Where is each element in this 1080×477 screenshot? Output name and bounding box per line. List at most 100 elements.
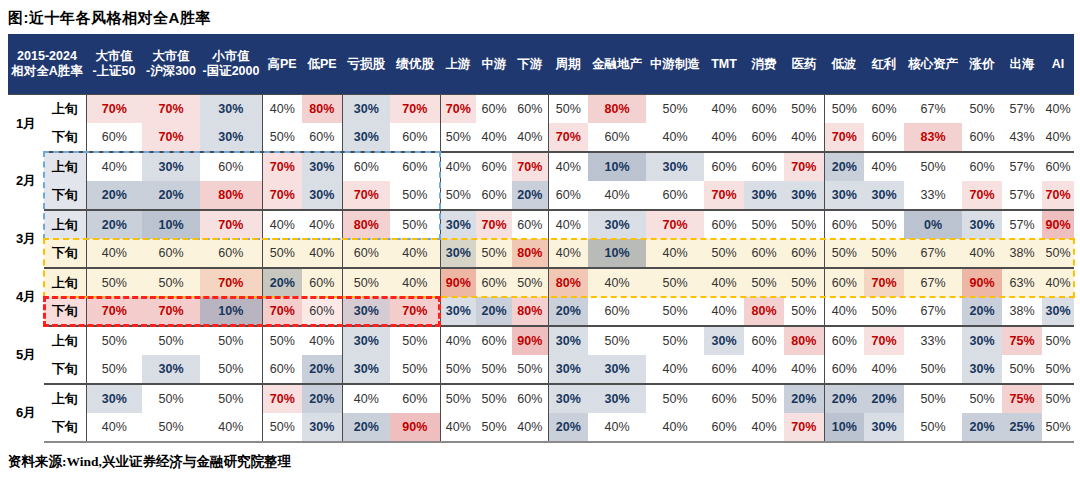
winrate-cell: 60%: [704, 152, 744, 181]
winrate-cell: 90%: [1042, 210, 1074, 239]
winrate-cell: 40%: [390, 239, 440, 268]
winrate-cell: 40%: [86, 152, 142, 181]
winrate-cell: 50%: [1002, 355, 1042, 384]
column-header: 红利: [864, 34, 904, 95]
winrate-cell: 60%: [390, 123, 440, 152]
winrate-cell: 70%: [440, 95, 476, 124]
winrate-cell: 10%: [142, 210, 200, 239]
column-header: 医药: [784, 34, 824, 95]
winrate-cell: 70%: [342, 181, 390, 210]
winrate-cell: 60%: [588, 297, 646, 326]
winrate-cell: 50%: [142, 268, 200, 297]
column-header: 出海: [1002, 34, 1042, 95]
winrate-cell: 40%: [262, 210, 302, 239]
winrate-cell: 50%: [142, 384, 200, 413]
winrate-cell: 40%: [262, 95, 302, 124]
winrate-cell: 40%: [864, 152, 904, 181]
winrate-cell: 50%: [548, 95, 588, 124]
winrate-cell: 67%: [904, 95, 962, 124]
column-header: 上游: [440, 34, 476, 95]
winrate-cell: 60%: [744, 152, 784, 181]
winrate-cell: 60%: [824, 210, 864, 239]
winrate-table: 2015-2024 相对全A胜率大市值 -上证50大市值 -沪深300小市值 -…: [8, 34, 1074, 443]
winrate-cell: 60%: [744, 326, 784, 355]
winrate-cell: 40%: [704, 297, 744, 326]
winrate-cell: 30%: [744, 181, 784, 210]
winrate-cell: 30%: [440, 239, 476, 268]
period-label: 下旬: [44, 181, 86, 210]
winrate-cell: 43%: [1002, 123, 1042, 152]
winrate-cell: 60%: [704, 384, 744, 413]
winrate-cell: 50%: [142, 326, 200, 355]
winrate-cell: 50%: [476, 355, 512, 384]
table-body: 1月上旬70%70%30%40%80%30%70%70%60%60%50%80%…: [8, 95, 1074, 443]
winrate-cell: 40%: [646, 355, 704, 384]
column-header: 中游: [476, 34, 512, 95]
winrate-cell: 40%: [1042, 95, 1074, 124]
figure-title: 图:近十年各风格相对全A胜率: [0, 0, 1080, 34]
winrate-cell: 70%: [784, 152, 824, 181]
winrate-cell: 40%: [390, 268, 440, 297]
winrate-cell: 40%: [512, 123, 548, 152]
winrate-cell: 70%: [1042, 181, 1074, 210]
winrate-cell: 30%: [342, 95, 390, 124]
winrate-cell: 50%: [86, 326, 142, 355]
winrate-cell: 70%: [390, 297, 440, 326]
winrate-cell: 50%: [588, 326, 646, 355]
winrate-cell: 30%: [200, 95, 262, 124]
winrate-cell: 80%: [548, 268, 588, 297]
winrate-cell: 40%: [86, 239, 142, 268]
column-header: 亏损股: [342, 34, 390, 95]
winrate-cell: 50%: [200, 384, 262, 413]
period-label: 上旬: [44, 95, 86, 124]
winrate-cell: 40%: [1042, 123, 1074, 152]
winrate-cell: 83%: [904, 123, 962, 152]
winrate-cell: 30%: [548, 355, 588, 384]
winrate-cell: 67%: [904, 239, 962, 268]
winrate-cell: 50%: [904, 355, 962, 384]
winrate-cell: 20%: [864, 384, 904, 413]
winrate-cell: 50%: [744, 210, 784, 239]
winrate-cell: 50%: [342, 268, 390, 297]
winrate-cell: 60%: [302, 268, 342, 297]
winrate-cell: 50%: [784, 297, 824, 326]
winrate-cell: 50%: [904, 413, 962, 442]
winrate-cell: 20%: [476, 297, 512, 326]
winrate-cell: 60%: [302, 123, 342, 152]
winrate-cell: 30%: [962, 210, 1002, 239]
period-label: 下旬: [44, 413, 86, 442]
winrate-cell: 40%: [1042, 268, 1074, 297]
winrate-cell: 57%: [1002, 152, 1042, 181]
winrate-cell: 50%: [864, 297, 904, 326]
winrate-cell: 30%: [142, 355, 200, 384]
winrate-cell: 40%: [302, 210, 342, 239]
winrate-cell: 60%: [302, 297, 342, 326]
winrate-cell: 40%: [646, 123, 704, 152]
winrate-cell: 70%: [704, 181, 744, 210]
period-label: 上旬: [44, 268, 86, 297]
winrate-cell: 80%: [342, 210, 390, 239]
winrate-cell: 60%: [962, 123, 1002, 152]
winrate-cell: 50%: [904, 152, 962, 181]
winrate-cell: 40%: [646, 239, 704, 268]
winrate-cell: 50%: [704, 239, 744, 268]
winrate-cell: 30%: [440, 210, 476, 239]
winrate-cell: 40%: [864, 355, 904, 384]
winrate-cell: 60%: [864, 123, 904, 152]
winrate-cell: 20%: [86, 210, 142, 239]
period-label: 上旬: [44, 152, 86, 181]
winrate-cell: 50%: [440, 123, 476, 152]
winrate-cell: 70%: [262, 152, 302, 181]
period-label: 上旬: [44, 384, 86, 413]
winrate-cell: 80%: [302, 95, 342, 124]
winrate-cell: 50%: [864, 210, 904, 239]
column-header: 绩优股: [390, 34, 440, 95]
winrate-cell: 50%: [512, 268, 548, 297]
winrate-cell: 40%: [588, 413, 646, 442]
winrate-cell: 60%: [744, 239, 784, 268]
winrate-cell: 20%: [824, 384, 864, 413]
winrate-cell: 70%: [86, 95, 142, 124]
winrate-cell: 60%: [476, 152, 512, 181]
winrate-cell: 50%: [390, 181, 440, 210]
winrate-cell: 30%: [864, 181, 904, 210]
